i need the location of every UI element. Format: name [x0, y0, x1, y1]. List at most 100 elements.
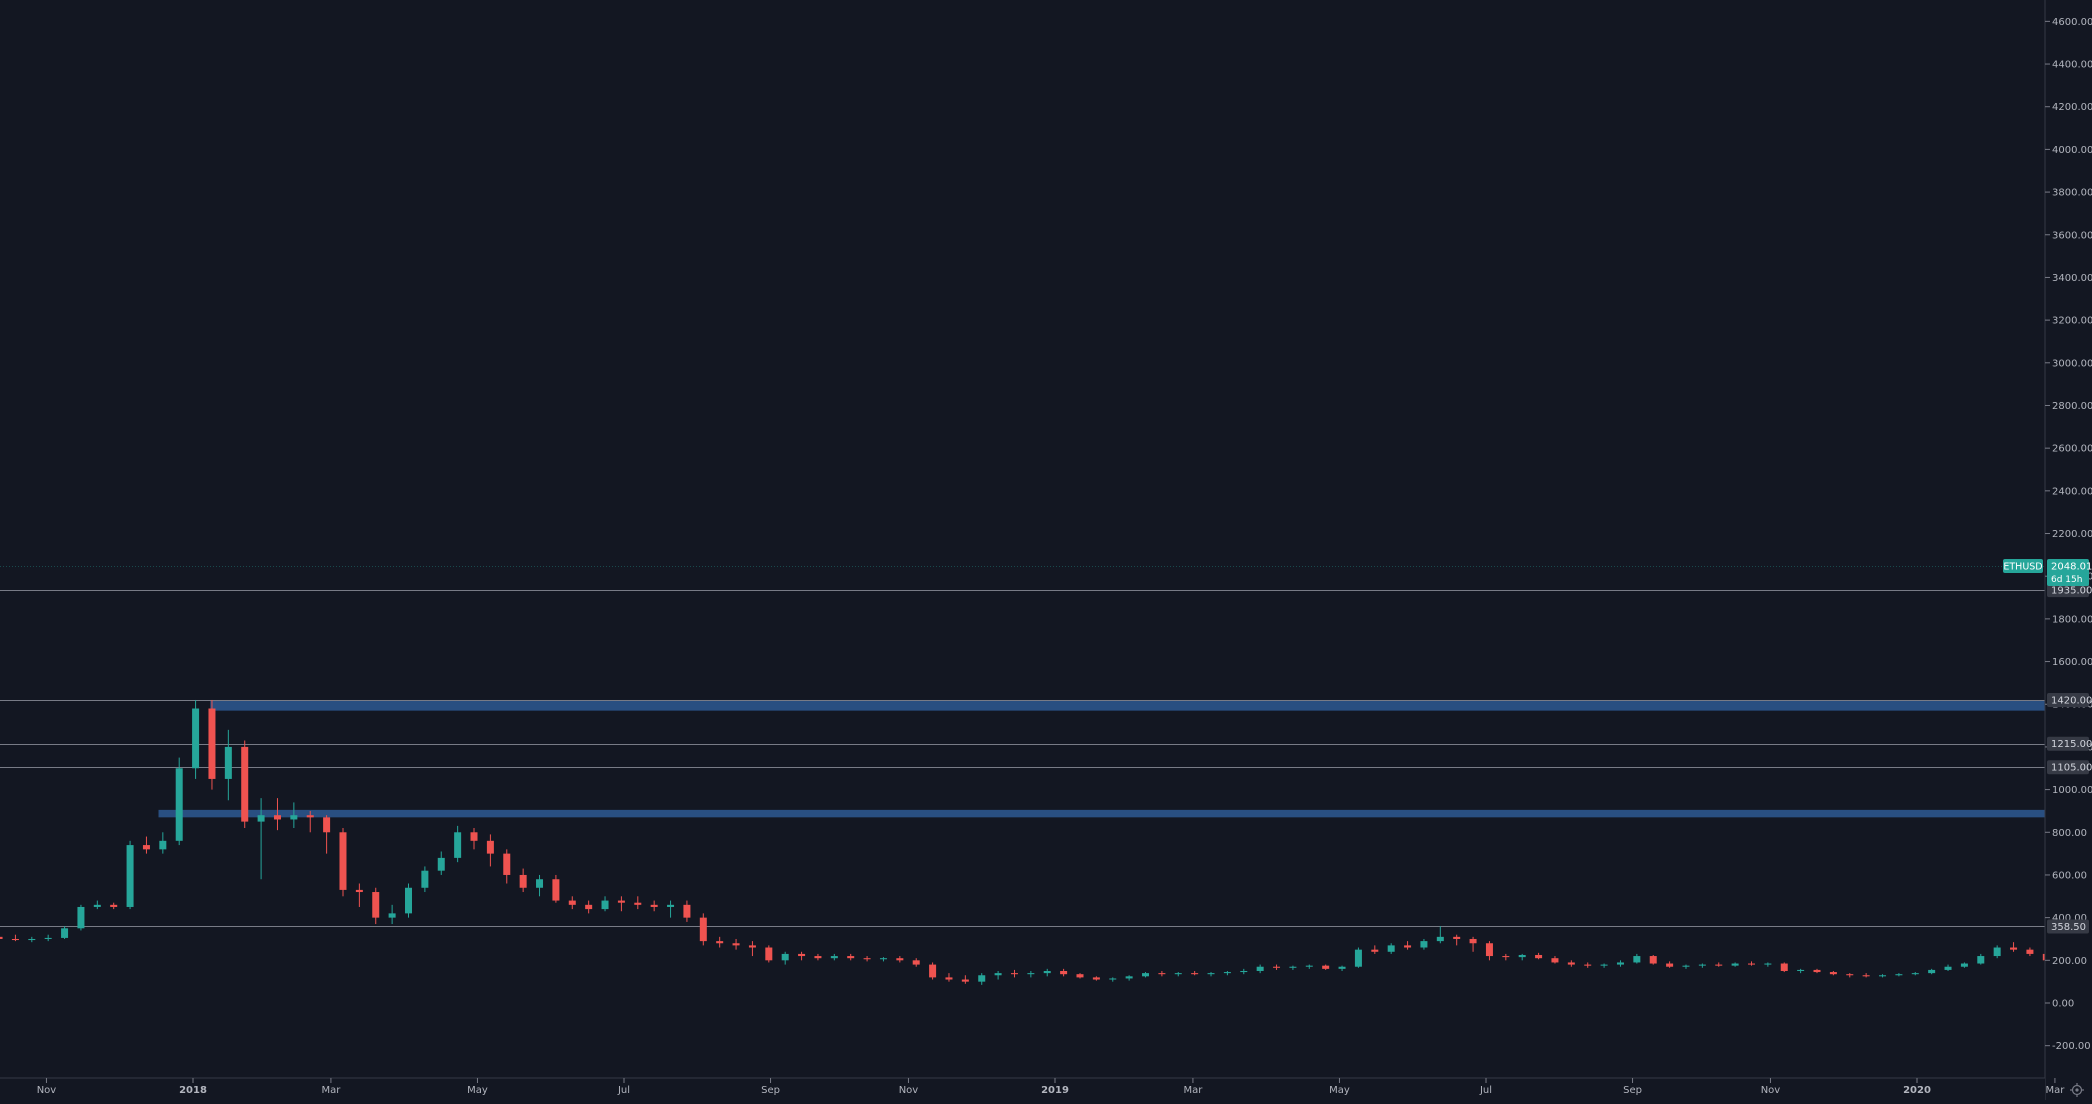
y-tick-label: 600.00 — [2052, 870, 2087, 881]
candle-body — [372, 892, 379, 918]
candle-body — [1470, 939, 1477, 943]
candle-body — [1027, 973, 1034, 974]
candle-body — [1846, 974, 1853, 975]
x-tick-label: Nov — [1761, 1085, 1781, 1096]
y-tick-label: 2600.00 — [2052, 444, 2092, 455]
candle-body — [929, 965, 936, 978]
candle-67 — [929, 962, 936, 979]
candle-body — [1404, 945, 1411, 947]
x-tick-label: Mar — [2045, 1085, 2065, 1096]
candle-body — [1666, 964, 1673, 967]
candle-body — [634, 903, 641, 905]
y-tick-label: 3800.00 — [2052, 188, 2092, 199]
candle-body — [307, 815, 314, 817]
candle-body — [471, 832, 478, 841]
level-label-text: 1105.00 — [2051, 763, 2092, 774]
y-tick-label: 4600.00 — [2052, 17, 2092, 28]
candle-body — [798, 954, 805, 956]
x-tick-label: 2019 — [1041, 1085, 1069, 1096]
candle-body — [782, 954, 789, 960]
support-zone-2 — [159, 810, 2092, 817]
x-tick-label: May — [467, 1085, 488, 1096]
candle-body — [1748, 964, 1755, 965]
level-label-text: 1935.00 — [2051, 586, 2092, 597]
y-tick-label: 4200.00 — [2052, 102, 2092, 113]
candle-22 — [192, 700, 199, 779]
candle-body — [77, 907, 84, 928]
candle-25 — [241, 741, 248, 828]
candle-body — [569, 901, 576, 905]
candle-body — [1928, 970, 1935, 973]
y-tick-label: 1800.00 — [2052, 614, 2092, 625]
candle-body — [1388, 945, 1395, 951]
candle-body — [651, 905, 658, 907]
candle-15 — [77, 905, 84, 931]
candle-body — [2010, 948, 2017, 950]
candle-111 — [1650, 955, 1657, 965]
candle-body — [0, 937, 3, 939]
candle-body — [1224, 972, 1231, 973]
candle-body — [258, 815, 265, 821]
candle-body — [700, 918, 707, 941]
candle-body — [110, 905, 117, 907]
candle-body — [667, 905, 674, 907]
x-tick-label: Sep — [761, 1085, 780, 1096]
candle-body — [339, 832, 346, 890]
y-tick-label: 800.00 — [2052, 828, 2087, 839]
x-tick-label: 2018 — [179, 1085, 207, 1096]
candle-body — [290, 815, 297, 819]
x-tick-label: Mar — [321, 1085, 341, 1096]
y-tick-label: 2200.00 — [2052, 529, 2092, 540]
candle-23 — [208, 700, 215, 790]
candle-body — [831, 956, 838, 958]
candle-body — [1584, 965, 1591, 966]
candle-body — [1437, 937, 1444, 941]
candle-body — [1420, 941, 1427, 947]
candle-body — [1830, 972, 1837, 974]
candle-body — [847, 956, 854, 958]
y-tick-label: 4000.00 — [2052, 145, 2092, 156]
candle-body — [12, 939, 19, 940]
candle-body — [454, 832, 461, 858]
candle-body — [1977, 956, 1984, 963]
candle-35 — [405, 883, 412, 917]
candle-body — [1961, 964, 1968, 967]
candle-body — [61, 928, 68, 938]
price-axis-background — [2045, 0, 2092, 1100]
candle-body — [1339, 967, 1346, 969]
candle-body — [896, 958, 903, 960]
candle-body — [192, 709, 199, 769]
level-label-text: 1215.00 — [2051, 739, 2092, 750]
candle-body — [1863, 975, 1870, 976]
candle-body — [503, 854, 510, 875]
candle-body — [1126, 976, 1133, 978]
candle-body — [1060, 971, 1067, 974]
candle-body — [1322, 966, 1329, 969]
x-tick-label: Nov — [37, 1085, 57, 1096]
candle-body — [1601, 965, 1608, 966]
candle-body — [1568, 962, 1575, 964]
candle-body — [1093, 977, 1100, 979]
candle-body — [1994, 948, 2001, 957]
candle-body — [1682, 966, 1689, 967]
candle-body — [1158, 973, 1165, 974]
candle-body — [962, 980, 969, 982]
candle-body — [1764, 964, 1771, 965]
y-tick-label: 2400.00 — [2052, 486, 2092, 497]
level-label-text: 358.50 — [2051, 922, 2086, 933]
candle-body — [405, 888, 412, 914]
candle-body — [520, 875, 527, 888]
candle-body — [1257, 967, 1264, 971]
countdown-text: 6d 15h — [2051, 575, 2082, 585]
candle-body — [733, 943, 740, 945]
candle-body — [602, 901, 609, 910]
candle-body — [241, 747, 248, 822]
candle-body — [1175, 973, 1182, 974]
candle-body — [1208, 973, 1215, 974]
y-tick-label: 1600.00 — [2052, 657, 2092, 668]
candle-body — [1142, 973, 1149, 976]
candle-body — [1715, 965, 1722, 966]
x-tick-label: Jul — [617, 1085, 630, 1096]
